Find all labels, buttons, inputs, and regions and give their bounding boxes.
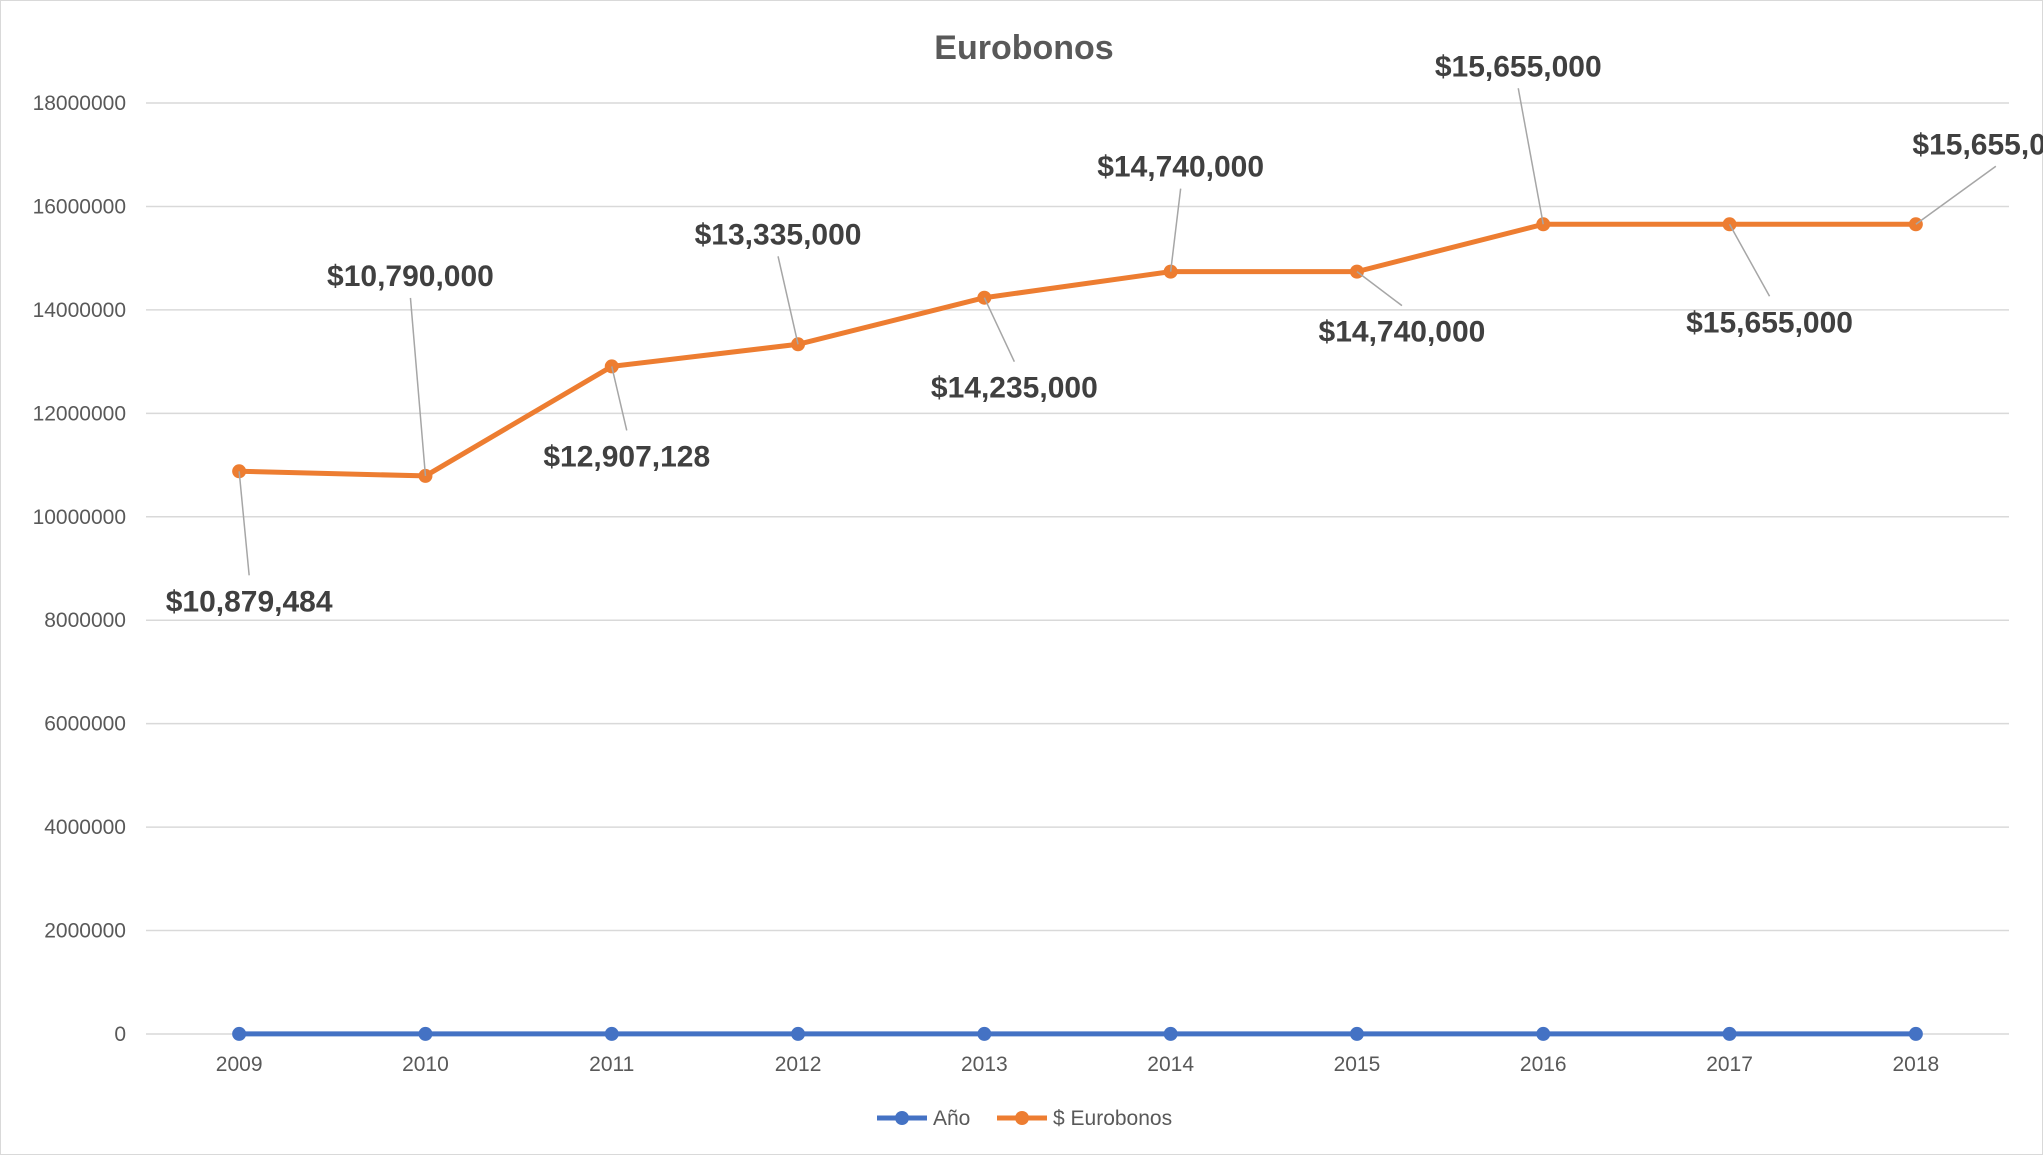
data-label: $15,655,000	[1435, 50, 1602, 83]
leader-line	[239, 471, 249, 575]
data-label: $12,907,128	[543, 440, 710, 473]
legend: Año $ Eurobonos	[877, 1107, 1172, 1130]
x-tick-label: 2018	[1892, 1053, 1939, 1076]
y-tick-label: 16000000	[33, 195, 126, 218]
data-point	[605, 1027, 619, 1041]
y-tick-label: 12000000	[33, 402, 126, 425]
legend-marker-0	[895, 1111, 909, 1125]
y-tick-label: 6000000	[44, 713, 126, 736]
y-tick-label: 0	[114, 1023, 126, 1046]
y-tick-label: 4000000	[44, 816, 126, 839]
data-point	[232, 1027, 246, 1041]
leader-line	[1730, 224, 1770, 296]
y-tick-label: 8000000	[44, 609, 126, 632]
leader-line	[1357, 272, 1402, 306]
legend-marker-1	[1015, 1111, 1029, 1125]
series-lines	[232, 217, 1923, 1041]
data-point	[418, 1027, 432, 1041]
data-label: $10,790,000	[327, 260, 494, 293]
y-tick-label: 10000000	[33, 506, 126, 529]
x-tick-label: 2016	[1520, 1053, 1567, 1076]
leader-line	[612, 366, 627, 430]
legend-entry: Año	[933, 1107, 970, 1130]
data-label: $15,655,000	[1912, 128, 2043, 161]
chart-title: Eurobonos	[934, 29, 1113, 67]
data-label: $15,655,000	[1686, 306, 1853, 339]
x-tick-label: 2013	[961, 1053, 1008, 1076]
data-point	[791, 1027, 805, 1041]
data-point	[1909, 1027, 1923, 1041]
leader-line	[984, 298, 1014, 362]
x-tick-label: 2010	[402, 1053, 449, 1076]
x-tick-label: 2011	[589, 1053, 634, 1076]
x-axis-ticks: 2009 2010 2011 2012 2013 2014 2015 2016 2017 2018	[216, 1053, 1939, 1076]
data-label: $10,879,484	[166, 585, 333, 618]
data-labels: $10,879,484 $10,790,000 $12,907,128 $13,335…	[166, 50, 2043, 618]
leader-line	[1916, 166, 1996, 224]
data-label: $14,740,000	[1097, 151, 1264, 184]
data-label: $13,335,000	[695, 218, 862, 251]
x-tick-label: 2012	[775, 1053, 822, 1076]
leader-line	[1518, 88, 1543, 224]
y-tick-label: 14000000	[33, 299, 126, 322]
data-point	[1350, 1027, 1364, 1041]
legend-entry: $ Eurobonos	[1053, 1107, 1172, 1130]
x-tick-label: 2009	[216, 1053, 263, 1076]
x-tick-label: 2017	[1706, 1053, 1753, 1076]
leader-line	[1171, 189, 1181, 272]
data-label: $14,235,000	[931, 372, 1098, 405]
data-point	[1164, 1027, 1178, 1041]
y-tick-label: 18000000	[33, 92, 126, 115]
y-axis-ticks: 0 2000000 4000000 6000000 8000000 10000000 120…	[33, 92, 126, 1046]
data-point	[1536, 1027, 1550, 1041]
leader-line	[410, 298, 425, 476]
leader-line	[778, 256, 798, 344]
data-point	[1723, 1027, 1737, 1041]
data-label: $14,740,000	[1319, 316, 1486, 349]
x-tick-label: 2015	[1334, 1053, 1381, 1076]
gridlines	[146, 103, 2009, 1034]
y-tick-label: 2000000	[44, 920, 126, 943]
data-point	[977, 1027, 991, 1041]
x-tick-label: 2014	[1147, 1053, 1194, 1076]
